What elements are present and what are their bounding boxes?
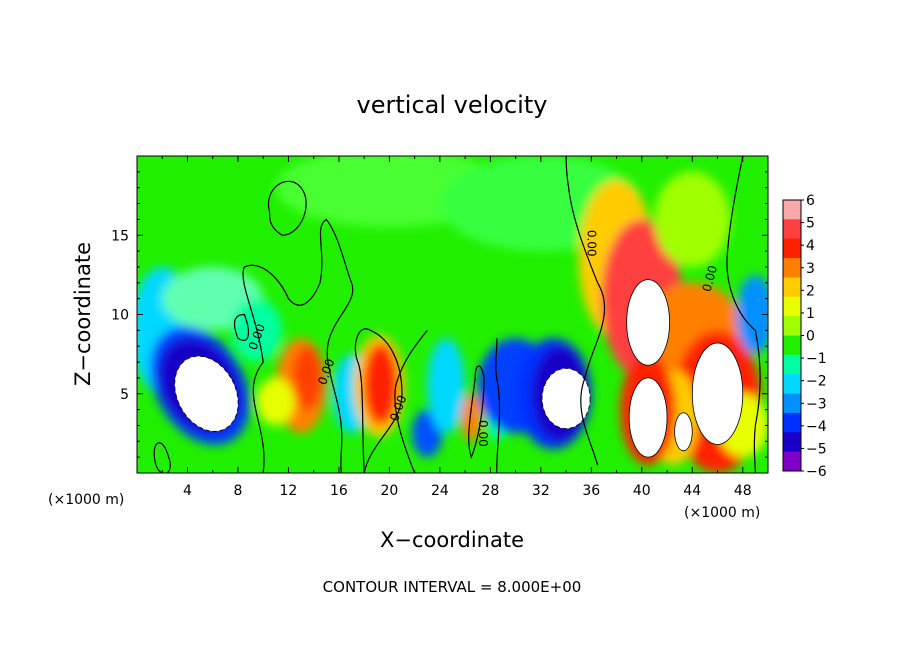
zero-contour — [242, 218, 354, 473]
colorbar-swatch — [783, 335, 801, 356]
x-tick-label: 20 — [380, 483, 398, 499]
saturated-core — [628, 377, 668, 458]
zero-contour — [394, 330, 428, 473]
colorbar-label: 3 — [806, 261, 815, 277]
y-axis-ticks: 5 10 15 — [111, 171, 768, 458]
colorbar-label: −2 — [806, 374, 827, 390]
y-tick-label: 15 — [111, 228, 129, 244]
x-tick-label: 40 — [633, 483, 651, 499]
zero-contour — [495, 338, 501, 473]
saturated-core — [691, 342, 744, 445]
contour-lines — [153, 156, 761, 473]
zero-contour — [233, 313, 249, 341]
saturated-core — [674, 412, 693, 452]
colorbar-swatch — [783, 354, 801, 375]
y-axis-label: Z−coordinate — [71, 242, 95, 386]
colorbar-label: 5 — [806, 216, 815, 232]
zero-contour — [267, 180, 307, 236]
colorbar-label: 2 — [806, 283, 815, 299]
x-tick-label: 44 — [683, 483, 701, 499]
x-tick-label: 24 — [431, 483, 449, 499]
field-blob — [256, 377, 295, 426]
colorbar-label: 4 — [806, 238, 815, 254]
x-unit-left: (×1000 m) — [48, 492, 124, 508]
contour-label: 0.00 — [585, 230, 599, 257]
x-tick-label: 32 — [532, 483, 550, 499]
x-tick-label: 12 — [280, 483, 298, 499]
zero-contour — [565, 156, 606, 466]
x-unit-right: (×1000 m) — [684, 505, 760, 521]
colorbar-label: −4 — [806, 419, 827, 435]
colorbar-swatch — [783, 296, 801, 317]
x-axis-label: X−coordinate — [380, 528, 524, 552]
colorbar-swatch — [783, 432, 801, 453]
x-tick-label: 28 — [481, 483, 499, 499]
contour-label: 0.00 — [700, 264, 720, 293]
zero-contour — [726, 156, 761, 473]
x-tick-label: 48 — [734, 483, 752, 499]
colorbar-label: 0 — [806, 329, 815, 345]
saturated-core — [174, 355, 239, 432]
contour-label: 0.00 — [476, 420, 490, 447]
colorbar-label: −3 — [806, 396, 827, 412]
colorbar-swatch — [783, 451, 801, 472]
field-blob — [654, 171, 731, 267]
colorbar-label: −1 — [806, 351, 827, 367]
colorbar-label: 6 — [806, 193, 815, 209]
field-blob — [427, 338, 466, 434]
x-tick-label: 8 — [233, 483, 242, 499]
x-axis-ticks: 4 8 12 16 20 24 28 32 36 40 44 48 — [161, 156, 752, 499]
velocity-field — [137, 156, 768, 473]
zero-contour — [468, 365, 485, 459]
colorbar-swatch — [783, 277, 801, 298]
zero-contour — [153, 442, 171, 473]
colorbar-swatch — [783, 316, 801, 336]
colorbar-label: −5 — [806, 441, 827, 457]
colorbar-swatch — [783, 412, 801, 433]
colorbar-swatch — [783, 200, 801, 220]
colorbar-label: −6 — [806, 464, 827, 480]
y-tick-label: 10 — [111, 308, 129, 324]
field-blob — [461, 393, 482, 442]
field-blob — [292, 346, 323, 410]
x-tick-label: 36 — [582, 483, 600, 499]
contour-interval-note: CONTOUR INTERVAL = 8.000E+00 — [323, 578, 582, 596]
colorbar-swatch — [783, 238, 801, 259]
colorbar-swatch — [783, 219, 801, 240]
colorbar: 6 5 4 3 2 1 0 −1 −2 −3 −4 −5 −6 — [782, 193, 827, 480]
colorbar-label: 1 — [806, 306, 815, 322]
colorbar-swatch — [783, 258, 801, 278]
saturated-core — [626, 279, 670, 366]
saturated-core — [541, 367, 591, 430]
x-tick-label: 4 — [183, 483, 192, 499]
colorbar-swatch — [783, 374, 801, 395]
field-blob — [736, 274, 768, 355]
y-tick-label: 5 — [120, 387, 129, 403]
x-tick-label: 16 — [330, 483, 348, 499]
field-blob — [362, 343, 399, 426]
chart-title: vertical velocity — [357, 91, 548, 119]
zero-contour — [354, 328, 403, 473]
colorbar-swatch — [783, 393, 801, 414]
